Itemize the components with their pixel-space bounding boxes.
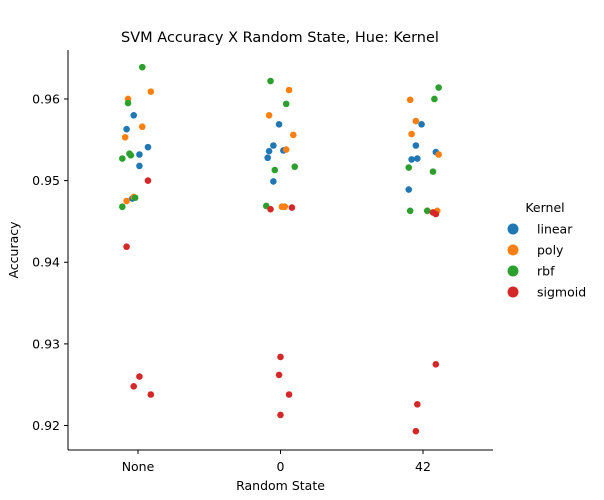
legend-label-poly: poly — [537, 243, 564, 258]
data-point-rbf — [405, 164, 413, 171]
y-axis-label: Accuracy — [6, 221, 21, 279]
data-point-poly — [281, 203, 289, 211]
data-point-linear — [265, 147, 273, 155]
data-point-rbf — [429, 168, 437, 175]
legend-marker-linear — [507, 223, 519, 235]
y-tick-label: 0.95 — [32, 173, 60, 188]
data-point-poly — [282, 146, 290, 153]
y-tick-label: 0.96 — [32, 91, 60, 106]
x-axis-label: Random State — [236, 478, 325, 493]
data-point-linear — [270, 178, 277, 185]
legend-label-rbf: rbf — [537, 264, 555, 279]
legend: Kernel linear poly rbf sigmoid — [507, 200, 586, 300]
data-point-rbf — [127, 152, 135, 159]
data-point-linear — [136, 162, 143, 170]
legend-marker-sigmoid — [507, 286, 519, 298]
x-tick-label: None — [122, 459, 155, 474]
data-point-linear — [405, 186, 413, 193]
data-point-poly — [123, 197, 130, 205]
data-point-sigmoid — [277, 353, 284, 361]
data-point-sigmoid — [288, 204, 296, 211]
data-point-poly — [435, 151, 442, 158]
data-point-sigmoid — [144, 177, 152, 184]
data-point-poly — [121, 134, 129, 141]
data-point-rbf — [282, 100, 290, 108]
data-point-rbf — [406, 207, 414, 215]
legend-label-sigmoid: sigmoid — [537, 285, 586, 300]
chart-title: SVM Accuracy X Random State, Hue: Kernel — [121, 30, 439, 46]
y-tick-label: 0.93 — [32, 336, 60, 351]
y-tick-label: 0.94 — [32, 255, 60, 270]
data-point-poly — [285, 86, 293, 94]
legend-marker-poly — [507, 244, 519, 256]
data-point-sigmoid — [412, 427, 420, 435]
data-point-sigmoid — [136, 373, 143, 380]
data-point-sigmoid — [267, 205, 274, 213]
data-point-rbf — [271, 166, 279, 174]
data-point-poly — [412, 117, 420, 125]
data-point-sigmoid — [277, 411, 284, 419]
data-point-linear — [130, 112, 138, 119]
data-point-sigmoid — [275, 371, 283, 379]
y-tick-label: 0.92 — [32, 418, 60, 433]
data-point-poly — [408, 130, 415, 138]
data-point-linear — [123, 125, 130, 133]
data-point-poly — [290, 131, 297, 139]
data-point-sigmoid — [414, 400, 421, 408]
data-point-rbf — [435, 84, 442, 91]
y-axis-ticks: 0.92 0.93 0.94 0.95 0.96 — [32, 91, 68, 433]
data-point-linear — [414, 155, 421, 162]
data-point-linear — [136, 151, 143, 158]
legend-items: linear poly rbf sigmoid — [507, 222, 586, 300]
data-point-sigmoid — [432, 360, 440, 368]
data-point-linear — [418, 120, 425, 128]
data-point-linear — [408, 156, 415, 163]
data-point-sigmoid — [130, 383, 138, 390]
data-point-linear — [412, 142, 420, 149]
x-tick-label: 42 — [415, 459, 431, 474]
x-tick-label: 0 — [277, 459, 285, 474]
data-point-rbf — [423, 207, 431, 215]
data-point-sigmoid — [147, 391, 155, 398]
data-point-linear — [144, 143, 152, 151]
legend-label-linear: linear — [537, 222, 573, 237]
data-point-linear — [275, 120, 283, 128]
data-point-linear — [270, 142, 277, 149]
legend-title: Kernel — [525, 200, 564, 215]
data-point-poly — [265, 112, 273, 119]
legend-marker-rbf — [507, 265, 519, 277]
data-point-poly — [138, 123, 146, 131]
data-points — [119, 63, 442, 435]
data-point-sigmoid — [429, 209, 437, 216]
x-axis-ticks: None 0 42 — [122, 450, 431, 474]
data-point-rbf — [119, 155, 126, 162]
data-point-rbf — [138, 63, 146, 71]
data-point-rbf — [131, 194, 139, 202]
data-point-sigmoid — [285, 391, 293, 398]
data-point-sigmoid — [123, 243, 130, 251]
data-point-rbf — [267, 77, 274, 85]
data-point-poly — [406, 96, 414, 104]
data-point-rbf — [119, 203, 126, 211]
data-point-rbf — [431, 95, 438, 103]
data-point-rbf — [124, 99, 132, 107]
data-point-poly — [147, 88, 155, 95]
data-point-rbf — [291, 163, 299, 171]
plot-area: 0.92 0.93 0.94 0.95 0.96 None 0 42 — [32, 50, 493, 474]
data-point-linear — [264, 154, 271, 162]
